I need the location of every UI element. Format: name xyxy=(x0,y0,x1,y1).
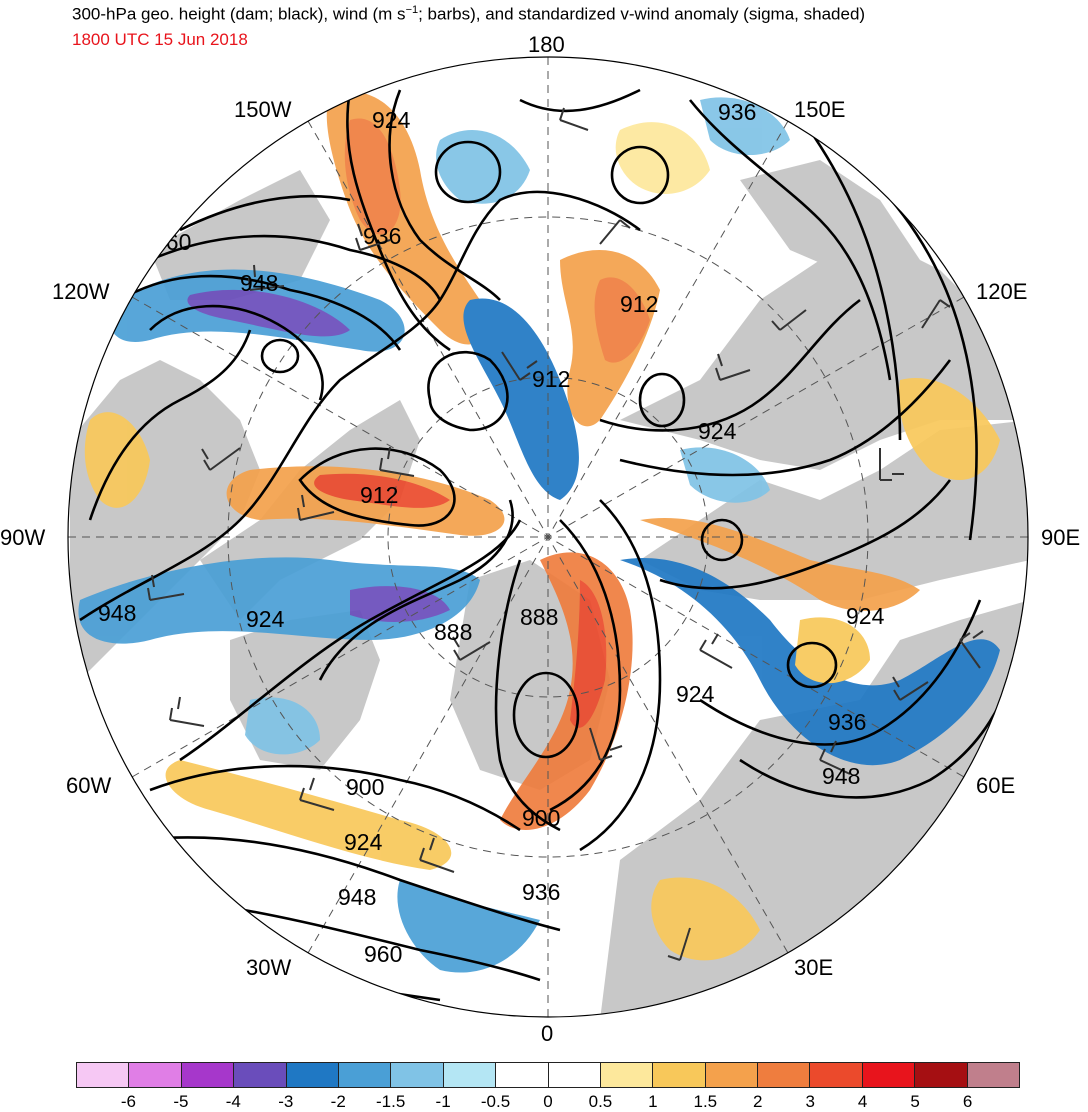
contour-label: 900 xyxy=(522,805,560,831)
map-title: 300-hPa geo. height (dam; black), wind (… xyxy=(72,4,865,25)
colorbar-tick-label: 4 xyxy=(857,1092,868,1111)
contour-label: 948 xyxy=(240,270,278,296)
colorbar-tick-label: -3 xyxy=(278,1092,294,1111)
contour-label: 924 xyxy=(698,418,737,444)
colorbar-swatch xyxy=(810,1063,863,1087)
colorbar-swatch xyxy=(443,1063,497,1087)
lon-label-150e: 150E xyxy=(794,97,845,122)
contour-label: 960 xyxy=(364,941,402,967)
lon-label-90w: 90W xyxy=(0,525,45,550)
contour-label: 948 xyxy=(338,884,376,910)
colorbar-tick-label: -1.5 xyxy=(376,1092,406,1111)
contour-label: 948 xyxy=(98,600,136,626)
colorbar-swatch xyxy=(77,1063,130,1087)
title-superscript: −1 xyxy=(405,4,419,16)
colorbar-tick-label: -5 xyxy=(173,1092,189,1111)
contour-label: 888 xyxy=(520,604,558,630)
colorbar-swatch xyxy=(653,1063,706,1087)
colorbar-swatch xyxy=(967,1063,1020,1087)
colorbar-swatch xyxy=(181,1063,235,1087)
contour-label: 912 xyxy=(532,366,570,392)
lon-label-120w: 120W xyxy=(52,279,110,304)
contour-label: 936 xyxy=(522,879,560,905)
lon-label-60e: 60E xyxy=(976,773,1015,798)
colorbar-tick-label: -4 xyxy=(225,1092,241,1111)
colorbar-swatch xyxy=(338,1063,392,1087)
colorbar-tick-label: 2 xyxy=(753,1092,763,1111)
lon-label-30e: 30E xyxy=(794,955,833,980)
colorbar-swatch xyxy=(391,1063,444,1087)
colorbar-tick-label: 1 xyxy=(648,1092,658,1111)
contour-label: 936 xyxy=(363,223,401,249)
colorbar-tick-label: 1.5 xyxy=(693,1092,718,1111)
colorbar-swatch xyxy=(286,1063,339,1087)
colorbar xyxy=(76,1062,1020,1088)
map-disk: 924 936 960 948 912 912 924 936 912 948 … xyxy=(68,57,1028,1017)
contour-label: 924 xyxy=(676,681,715,707)
contour-label: 936 xyxy=(828,709,866,735)
colorbar-swatch xyxy=(234,1063,287,1087)
contour-label: 912 xyxy=(620,291,658,317)
colorbar-tick-label: 3 xyxy=(805,1092,815,1111)
colorbar-tick-label: -6 xyxy=(120,1092,136,1111)
lat-lon-grid xyxy=(68,57,1028,1017)
colorbar-swatch xyxy=(758,1063,811,1087)
contour-label: 900 xyxy=(346,774,384,800)
lon-label-90e: 90E xyxy=(1041,525,1080,550)
contour-labels: 924 936 960 948 912 912 924 936 912 948 … xyxy=(98,99,885,967)
colorbar-swatch xyxy=(600,1063,654,1087)
colorbar-swatch xyxy=(129,1063,182,1087)
contour-label: 888 xyxy=(434,619,472,645)
colorbar-tick-label: 6 xyxy=(962,1092,973,1111)
valid-time: 1800 UTC 15 Jun 2018 xyxy=(72,30,248,49)
contour-label: 924 xyxy=(846,603,885,629)
colorbar-tick-label: 5 xyxy=(910,1092,920,1111)
colorbar-tick-label: -1 xyxy=(435,1092,451,1111)
lon-label-180: 180 xyxy=(528,32,565,57)
contour-label: 912 xyxy=(360,482,398,508)
colorbar-swatch xyxy=(548,1063,601,1087)
contour-label: 936 xyxy=(718,99,756,125)
contour-label: 924 xyxy=(246,606,285,632)
longitude-labels: 180 150E 120E 90E 60E 30E 0 30W 60W 90W … xyxy=(0,32,1080,1046)
colorbar-tick-label: 0 xyxy=(543,1092,553,1111)
contour-label: 924 xyxy=(372,107,411,133)
lon-label-120e: 120E xyxy=(976,279,1027,304)
colorbar-swatch xyxy=(705,1063,759,1087)
colorbar-tick-label: 0.5 xyxy=(588,1092,613,1111)
colorbar-swatch xyxy=(496,1063,549,1087)
title-rest: ; barbs), and standardized v-wind anomal… xyxy=(418,4,866,24)
contour-label: 924 xyxy=(344,829,383,855)
lon-label-150w: 150W xyxy=(234,97,292,122)
colorbar-swatch xyxy=(862,1063,916,1087)
map-boundary xyxy=(67,56,1029,1018)
contour-label: 960 xyxy=(153,229,191,255)
colorbar-tick-label: -2 xyxy=(330,1092,346,1111)
lon-label-60w: 60W xyxy=(66,773,111,798)
colorbar-swatch xyxy=(915,1063,968,1087)
colorbar-tick-label: -0.5 xyxy=(480,1092,511,1111)
lon-label-0: 0 xyxy=(541,1021,553,1046)
lon-label-30w: 30W xyxy=(246,955,291,980)
contour-label: 948 xyxy=(822,763,860,789)
title-main: 300-hPa geo. height (dam; black), wind (… xyxy=(72,4,406,24)
colorbar-labels: -6 -5 -4 -3 -2 -1.5 -1 -0.5 0 0.5 1 1.5 2 3 4 5 6 xyxy=(76,1092,1020,1112)
